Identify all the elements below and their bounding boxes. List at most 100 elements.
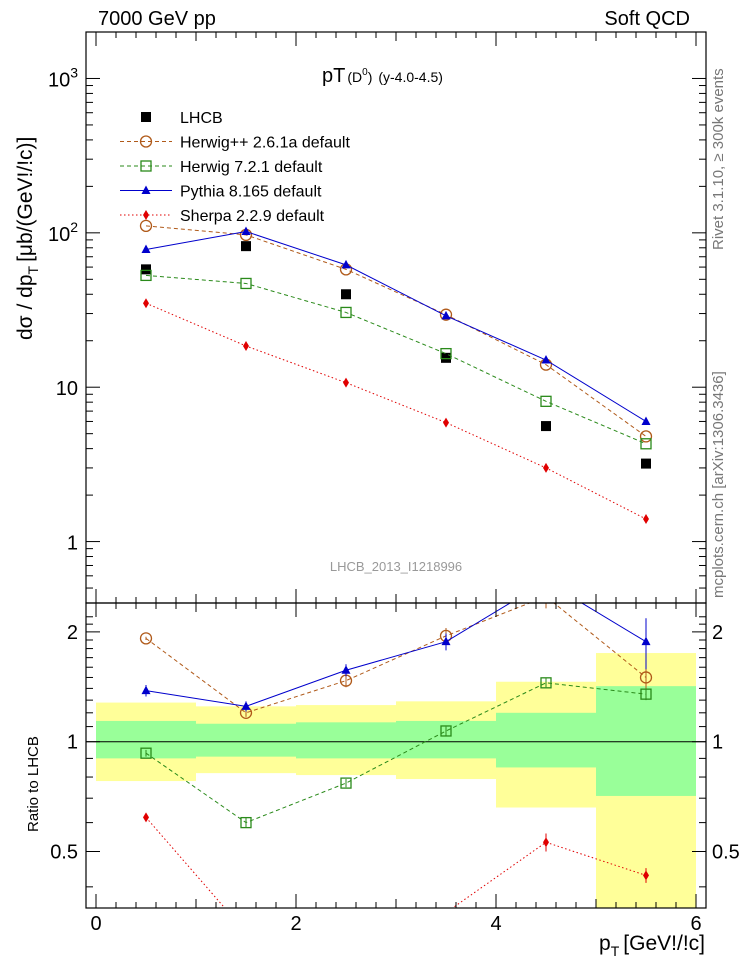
header-category: Soft QCD bbox=[604, 8, 690, 30]
point-herwig7 bbox=[340, 306, 352, 319]
ratio-line-sherpa bbox=[145, 817, 647, 908]
legend-marker-herwigpp bbox=[139, 135, 153, 148]
y-axis-label-main: dσ / dp bbox=[14, 274, 37, 340]
band-inner-bin bbox=[596, 686, 696, 796]
legend-label-herwig7: Herwig 7.2.1 default bbox=[180, 159, 323, 176]
legend-label-lhcb: LHCB bbox=[180, 110, 223, 127]
header-energy: 7000 GeV pp bbox=[98, 8, 216, 30]
ratio-point-sherpa bbox=[543, 837, 549, 848]
ratio-series-layer bbox=[139, 576, 653, 932]
point-herwigpp bbox=[439, 308, 453, 321]
legend-label-pythia: Pythia 8.165 default bbox=[180, 184, 322, 201]
point-lhcb bbox=[541, 421, 551, 432]
y-axis-label-sub: T bbox=[25, 265, 41, 274]
ratio-point-pythia bbox=[241, 701, 251, 710]
point-sherpa bbox=[443, 417, 449, 428]
ratio-line-pythia bbox=[145, 603, 647, 707]
ratio-bands bbox=[86, 653, 706, 908]
x-axis-label-unit: [GeV!/!c] bbox=[623, 932, 705, 955]
y-tick-label: 1 bbox=[67, 533, 78, 555]
series-line-sherpa bbox=[145, 302, 647, 520]
point-pythia bbox=[641, 416, 651, 425]
ratio-point-herwigpp bbox=[541, 591, 552, 602]
point-sherpa bbox=[143, 298, 149, 309]
ratio-point-sherpa bbox=[445, 907, 447, 908]
point-pythia bbox=[341, 259, 351, 269]
point-herwig7 bbox=[640, 438, 652, 450]
rivet-label: Rivet 3.1.10, ≥ 300k events bbox=[710, 68, 727, 250]
ratio-y-tick-label-right: 2 bbox=[712, 622, 723, 644]
legend-marker-pythia bbox=[141, 185, 151, 194]
ratio-point-herwigpp bbox=[139, 632, 153, 645]
point-herwig7 bbox=[440, 347, 452, 360]
mcplots-label: mcplots.cern.ch [arXiv:1306.3436] bbox=[710, 371, 727, 598]
ratio-point-herwig7 bbox=[140, 747, 152, 759]
plot-title-close: ) bbox=[368, 69, 373, 85]
x-tick-label: 4 bbox=[490, 913, 501, 935]
point-sherpa bbox=[643, 514, 649, 525]
ratio-point-pythia bbox=[542, 576, 551, 585]
plot-title-main: pT bbox=[322, 65, 345, 87]
y-tick-label: 10 bbox=[56, 378, 78, 400]
ratio-point-pythia bbox=[141, 685, 151, 695]
legend-marker-sherpa bbox=[143, 210, 149, 220]
legend-label-herwigpp: Herwig++ 2.6.1a default bbox=[180, 135, 350, 152]
y-tick-label: 103 bbox=[48, 64, 78, 91]
ratio-point-herwigpp bbox=[639, 671, 653, 684]
x-tick-label: 2 bbox=[290, 913, 301, 935]
ratio-point-sherpa bbox=[643, 870, 649, 881]
point-pythia bbox=[541, 355, 551, 364]
point-pythia bbox=[141, 244, 151, 253]
plot-title-range: (y-4.0-4.5) bbox=[378, 69, 443, 85]
ratio-y-tick-label: 1 bbox=[67, 732, 78, 754]
ratio-point-herwig7 bbox=[440, 725, 452, 737]
ratio-point-herwig7 bbox=[540, 677, 552, 689]
legend-marker-herwig7 bbox=[140, 160, 152, 172]
band-inner-bin bbox=[296, 722, 396, 759]
point-sherpa bbox=[243, 340, 249, 351]
analysis-id: LHCB_2013_I1218996 bbox=[330, 559, 462, 574]
ratio-y-tick-label-right: 1 bbox=[712, 732, 723, 754]
ratio-point-herwig7 bbox=[640, 688, 652, 700]
series-line-herwig7 bbox=[145, 274, 647, 445]
point-lhcb bbox=[641, 458, 651, 469]
ratio-point-pythia bbox=[341, 665, 351, 674]
point-lhcb bbox=[141, 264, 151, 275]
point-pythia bbox=[441, 310, 451, 320]
point-herwigpp bbox=[639, 430, 653, 443]
main-frame bbox=[85, 31, 707, 604]
point-sherpa bbox=[343, 377, 349, 388]
point-pythia bbox=[241, 226, 251, 236]
main-series-layer bbox=[139, 219, 653, 525]
y-axis-label: dσ / dpT [μb/(GeV!/!c)] bbox=[14, 137, 41, 340]
ratio-point-sherpa bbox=[143, 812, 149, 823]
y-tick-label: 102 bbox=[48, 219, 78, 246]
ratio-y-tick-label: 0.5 bbox=[50, 841, 78, 863]
y-axis-label-unit: [μb/(GeV!/!c)] bbox=[14, 137, 37, 262]
point-lhcb bbox=[341, 289, 351, 300]
ratio-axis-label: Ratio to LHCB bbox=[25, 736, 42, 832]
plot-title-particle: (D bbox=[347, 69, 362, 85]
ratio-point-herwig7 bbox=[240, 816, 252, 829]
point-herwig7 bbox=[540, 395, 552, 407]
plot-title-sup: 0 bbox=[362, 67, 368, 78]
y-tick-label-base: 10 bbox=[48, 224, 70, 246]
point-lhcb bbox=[441, 352, 451, 363]
ratio-point-sherpa bbox=[343, 922, 349, 932]
ratio-point-herwig7 bbox=[340, 777, 352, 789]
ratio-line-herwig7 bbox=[145, 682, 647, 824]
point-herwig7 bbox=[140, 269, 152, 282]
plot-title: pT (D0) (y-4.0-4.5) bbox=[322, 65, 443, 87]
legend: LHCB Herwig++ 2.6.1a default Herwig 7.2.1 … bbox=[120, 110, 350, 225]
x-axis-label-main: p bbox=[599, 932, 611, 955]
point-sherpa bbox=[543, 462, 549, 473]
y-tick-label-exponent: 2 bbox=[70, 219, 78, 235]
x-tick-label: 6 bbox=[690, 913, 701, 935]
legend-marker-lhcb bbox=[141, 112, 151, 122]
ratio-point-pythia bbox=[641, 636, 651, 646]
series-line-herwigpp bbox=[145, 225, 647, 437]
band-inner-bin bbox=[196, 723, 296, 757]
point-herwig7 bbox=[240, 277, 252, 290]
